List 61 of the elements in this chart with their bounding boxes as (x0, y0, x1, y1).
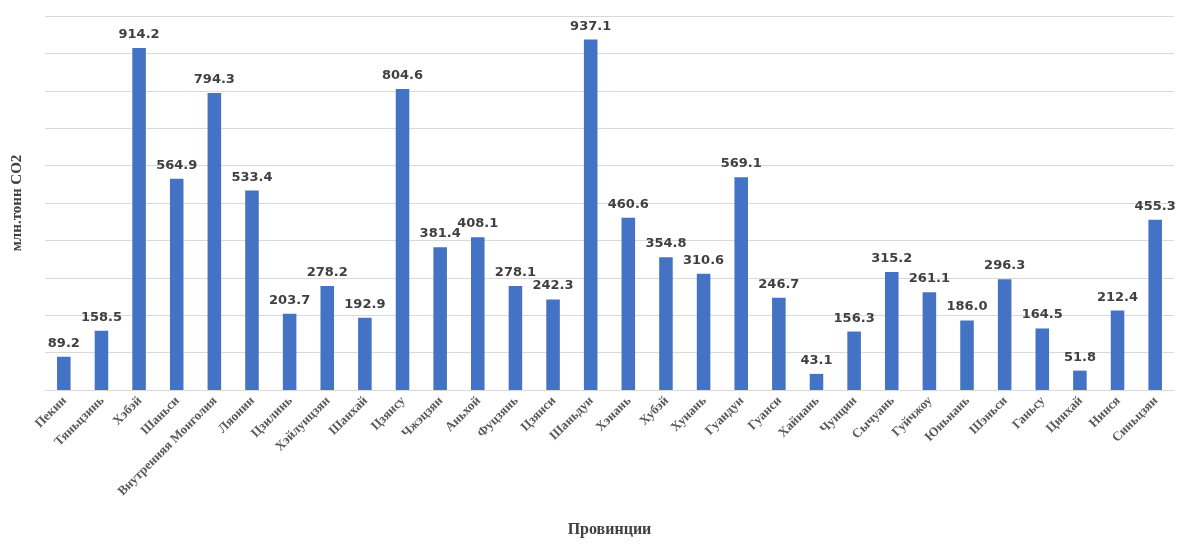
data-label: 156.3 (833, 309, 875, 325)
bar (94, 330, 109, 390)
data-label: 381.4 (419, 225, 461, 241)
data-label: 212.4 (1096, 288, 1139, 304)
bar (1148, 219, 1162, 390)
bar (395, 89, 410, 390)
data-label: 564.9 (156, 156, 198, 172)
bar (1073, 370, 1087, 390)
data-label: 460.6 (607, 195, 649, 211)
bar (1110, 310, 1125, 390)
bar (696, 273, 711, 390)
bar (245, 190, 259, 390)
data-label: 51.8 (1063, 348, 1096, 364)
data-label: 192.9 (344, 295, 386, 311)
data-label: 89.2 (47, 334, 80, 350)
bar (659, 257, 673, 390)
bar (282, 313, 297, 390)
bar (884, 272, 899, 390)
bar (997, 279, 1012, 390)
data-label: 278.2 (306, 263, 348, 279)
bar (508, 285, 523, 390)
bar (847, 331, 861, 390)
y-axis-title: млн.тонн CO2 (7, 154, 24, 252)
data-label: 43.1 (800, 351, 833, 367)
data-label: 569.1 (720, 155, 762, 171)
bar (809, 373, 824, 390)
data-label: 186.0 (946, 298, 988, 314)
data-label: 533.4 (231, 168, 273, 184)
bar (1035, 328, 1050, 390)
data-label: 794.3 (193, 70, 235, 86)
bar (471, 237, 485, 390)
bar (57, 356, 71, 390)
data-label: 158.5 (80, 308, 123, 324)
bar (772, 297, 786, 390)
data-label: 261.1 (908, 270, 950, 286)
data-label: 242.3 (532, 277, 574, 293)
bar (320, 285, 335, 390)
bar (734, 177, 748, 390)
data-label: 164.5 (1021, 306, 1063, 322)
data-label: 296.3 (984, 257, 1026, 273)
x-axis-title: Провинции (567, 519, 652, 538)
bar (433, 247, 447, 390)
bar (169, 178, 184, 390)
bar (922, 292, 937, 390)
bar (583, 39, 598, 390)
bar (960, 320, 974, 390)
data-label: 914.2 (118, 26, 160, 42)
data-label: 310.6 (683, 251, 725, 267)
data-label: 315.2 (871, 250, 913, 266)
data-label: 937.1 (570, 17, 612, 33)
data-label: 804.6 (381, 67, 424, 83)
data-label: 278.1 (494, 263, 536, 279)
bar (207, 92, 222, 390)
data-label: 354.8 (645, 235, 687, 251)
bar (621, 217, 636, 390)
bar (358, 317, 372, 390)
data-label: 203.7 (269, 291, 311, 307)
data-label: 246.7 (758, 275, 800, 291)
bar (546, 299, 560, 390)
bar (132, 48, 146, 390)
data-label: 455.3 (1134, 197, 1176, 213)
